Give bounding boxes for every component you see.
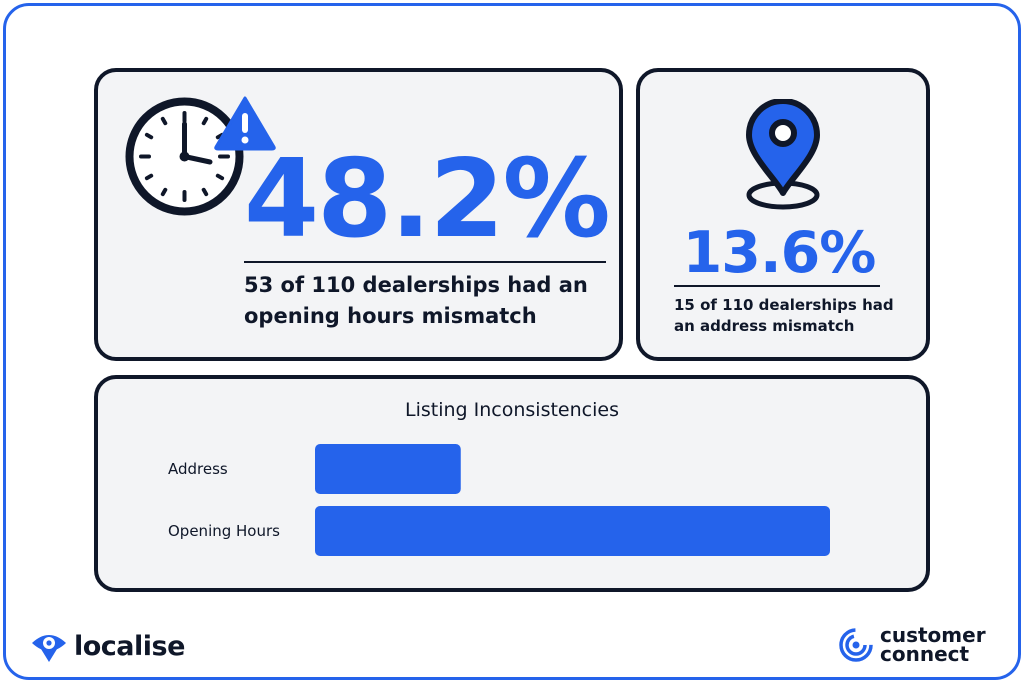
chart-title: Listing Inconsistencies xyxy=(405,399,619,421)
opening-hours-description: 53 of 110 dealerships had an opening hou… xyxy=(244,273,588,328)
category-label: Address xyxy=(168,460,228,478)
bar-chart: Address Opening Hours xyxy=(168,444,830,556)
bar xyxy=(315,444,461,494)
localise-logo-mark-icon xyxy=(32,635,66,662)
localise-logo: localise xyxy=(30,628,185,664)
divider xyxy=(244,261,606,263)
address-percentage: 13.6% xyxy=(682,220,877,286)
customer-connect-wordmark-line1: customer xyxy=(880,623,986,647)
location-pin-icon xyxy=(746,99,820,210)
clock-icon xyxy=(125,97,244,216)
category-label: Opening Hours xyxy=(168,522,280,540)
localise-wordmark: localise xyxy=(74,630,185,662)
opening-hours-percentage: 48.2% xyxy=(244,137,611,262)
customer-connect-mark-icon xyxy=(839,628,873,662)
bar xyxy=(315,506,830,556)
customer-connect-wordmark-line2: connect xyxy=(880,642,970,666)
customer-connect-logo: customer connect xyxy=(838,623,986,666)
warning-icon xyxy=(214,96,276,151)
divider xyxy=(674,285,880,287)
address-description: 15 of 110 dealerships had an address mis… xyxy=(674,296,894,335)
